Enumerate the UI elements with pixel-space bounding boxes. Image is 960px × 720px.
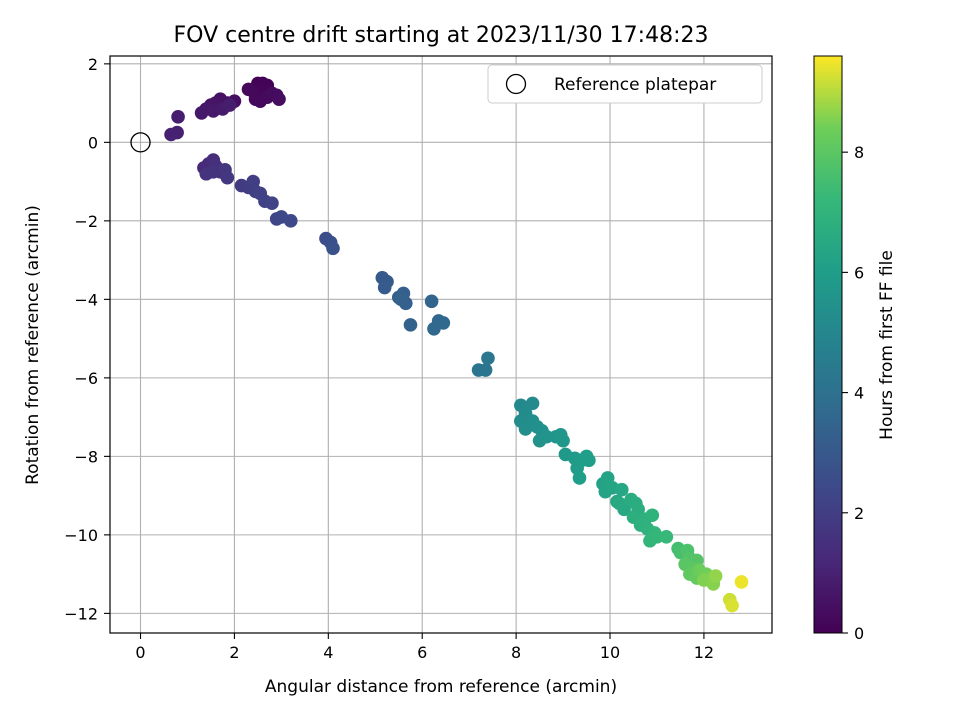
scatter-point bbox=[222, 98, 237, 112]
grid bbox=[110, 56, 772, 633]
scatter-point bbox=[650, 530, 664, 544]
x-tick-label: 0 bbox=[135, 643, 145, 662]
scatter-point bbox=[582, 453, 596, 468]
colorbar-tick-label: 4 bbox=[854, 384, 864, 403]
y-axis-ticks: 2 0 −2 −4 −6 −8 −10 −12 bbox=[64, 55, 110, 623]
scatter-point bbox=[206, 164, 221, 179]
y-tick-label: −2 bbox=[74, 212, 98, 231]
scatter-point bbox=[556, 433, 570, 448]
plot-frame bbox=[109, 55, 773, 634]
scatter-point bbox=[734, 575, 749, 589]
y-axis-label: Rotation from reference (arcmin) bbox=[23, 205, 43, 485]
scatter-point bbox=[424, 294, 439, 309]
x-tick-label: 4 bbox=[323, 643, 333, 662]
x-tick-label: 12 bbox=[694, 643, 714, 662]
x-tick-label: 8 bbox=[511, 643, 521, 662]
y-tick-label: −10 bbox=[64, 526, 98, 545]
colorbar-tick-label: 2 bbox=[854, 504, 864, 523]
y-tick-label: −8 bbox=[74, 447, 98, 466]
colorbar-tick-label: 0 bbox=[854, 624, 864, 643]
legend-label-reference: Reference platepar bbox=[554, 75, 716, 95]
y-tick-label: −6 bbox=[74, 369, 98, 388]
scatter-point bbox=[194, 106, 209, 120]
scatter-point bbox=[241, 82, 256, 97]
data-points bbox=[164, 76, 749, 613]
scatter-point bbox=[481, 351, 495, 366]
x-tick-label: 6 bbox=[417, 643, 427, 662]
scatter-point bbox=[539, 429, 554, 444]
x-axis-ticks: 0 2 4 6 8 10 12 bbox=[135, 633, 714, 662]
scatter-point bbox=[659, 530, 674, 544]
scatter-point bbox=[614, 482, 629, 497]
scatter-point bbox=[725, 598, 739, 613]
scatter-point bbox=[525, 396, 540, 411]
colorbar-tick-label: 6 bbox=[854, 263, 864, 282]
x-tick-label: 2 bbox=[229, 643, 239, 662]
scatter-point bbox=[265, 196, 279, 210]
colorbar-ticks: 0 2 4 6 8 bbox=[842, 143, 864, 643]
y-tick-label: −4 bbox=[74, 290, 98, 309]
reference-platepar-marker bbox=[130, 132, 151, 153]
x-axis-label: Angular distance from reference (arcmin) bbox=[265, 677, 617, 697]
scatter-point bbox=[612, 496, 627, 511]
y-tick-label: −12 bbox=[64, 604, 98, 623]
legend: Reference platepar bbox=[487, 64, 763, 104]
colorbar bbox=[813, 55, 843, 634]
scatter-point bbox=[394, 292, 408, 307]
scatter-point bbox=[708, 569, 723, 583]
y-tick-label: 0 bbox=[88, 133, 98, 152]
scatter-point bbox=[645, 508, 660, 523]
scatter-point bbox=[403, 318, 418, 332]
scatter-point bbox=[377, 280, 392, 295]
y-tick-label: 2 bbox=[88, 55, 98, 74]
scatter-point bbox=[283, 214, 298, 228]
scatter-point bbox=[572, 471, 587, 485]
scatter-point bbox=[478, 363, 493, 377]
legend-box bbox=[487, 64, 763, 104]
scatter-point bbox=[171, 110, 185, 124]
legend-marker-reference bbox=[505, 73, 527, 95]
scatter-point bbox=[272, 92, 286, 106]
scatter-point bbox=[427, 321, 441, 336]
scatter-point bbox=[220, 170, 235, 185]
chart-title: FOV centre drift starting at 2023/11/30 … bbox=[174, 23, 709, 48]
scatter-point bbox=[326, 241, 340, 256]
x-tick-label: 10 bbox=[600, 643, 620, 662]
reference-marker-layer bbox=[130, 132, 151, 153]
colorbar-tick-label: 8 bbox=[854, 143, 864, 162]
scatter-point bbox=[164, 127, 178, 142]
colorbar-label: Hours from first FF file bbox=[877, 250, 897, 440]
